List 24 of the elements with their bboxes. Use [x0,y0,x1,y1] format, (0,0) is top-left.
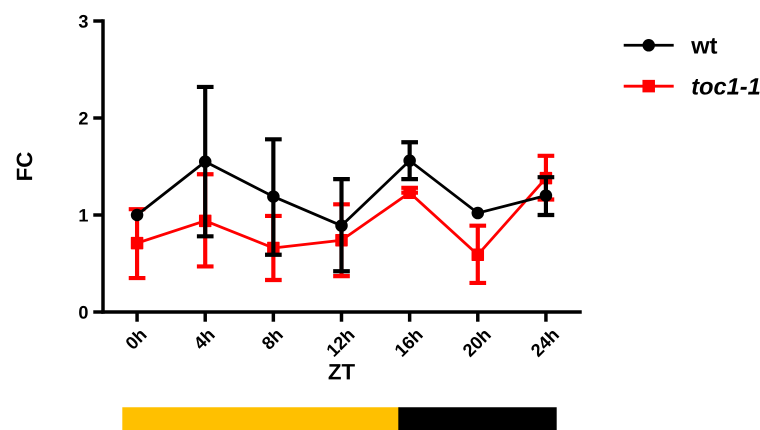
y-tick-label: 2 [79,112,88,125]
x-tick-label: 24h [529,327,560,358]
y-tick-label: 0 [79,306,88,319]
point [198,155,212,168]
point [472,206,484,220]
point [472,248,484,262]
point [130,208,144,222]
x-tick-label: 8h [260,327,284,350]
x-tick-label: 16h [393,327,424,358]
x-axis-title: ZT [328,364,355,380]
x-tick-label: 0h [124,327,148,350]
x-tick-label: 12h [325,327,356,358]
point [267,190,280,203]
y-axis-title: FC [16,152,32,180]
point [540,189,552,202]
point [403,154,416,167]
x-tick-label: 20h [461,327,492,358]
legend-label: toc1-1 [692,78,760,95]
legend-label: wt [691,38,718,54]
y-tick-label: 1 [80,209,88,222]
point [130,236,144,250]
y-tick-label: 3 [78,14,88,28]
point [335,219,348,232]
x-tick-label: 4h [192,327,216,351]
